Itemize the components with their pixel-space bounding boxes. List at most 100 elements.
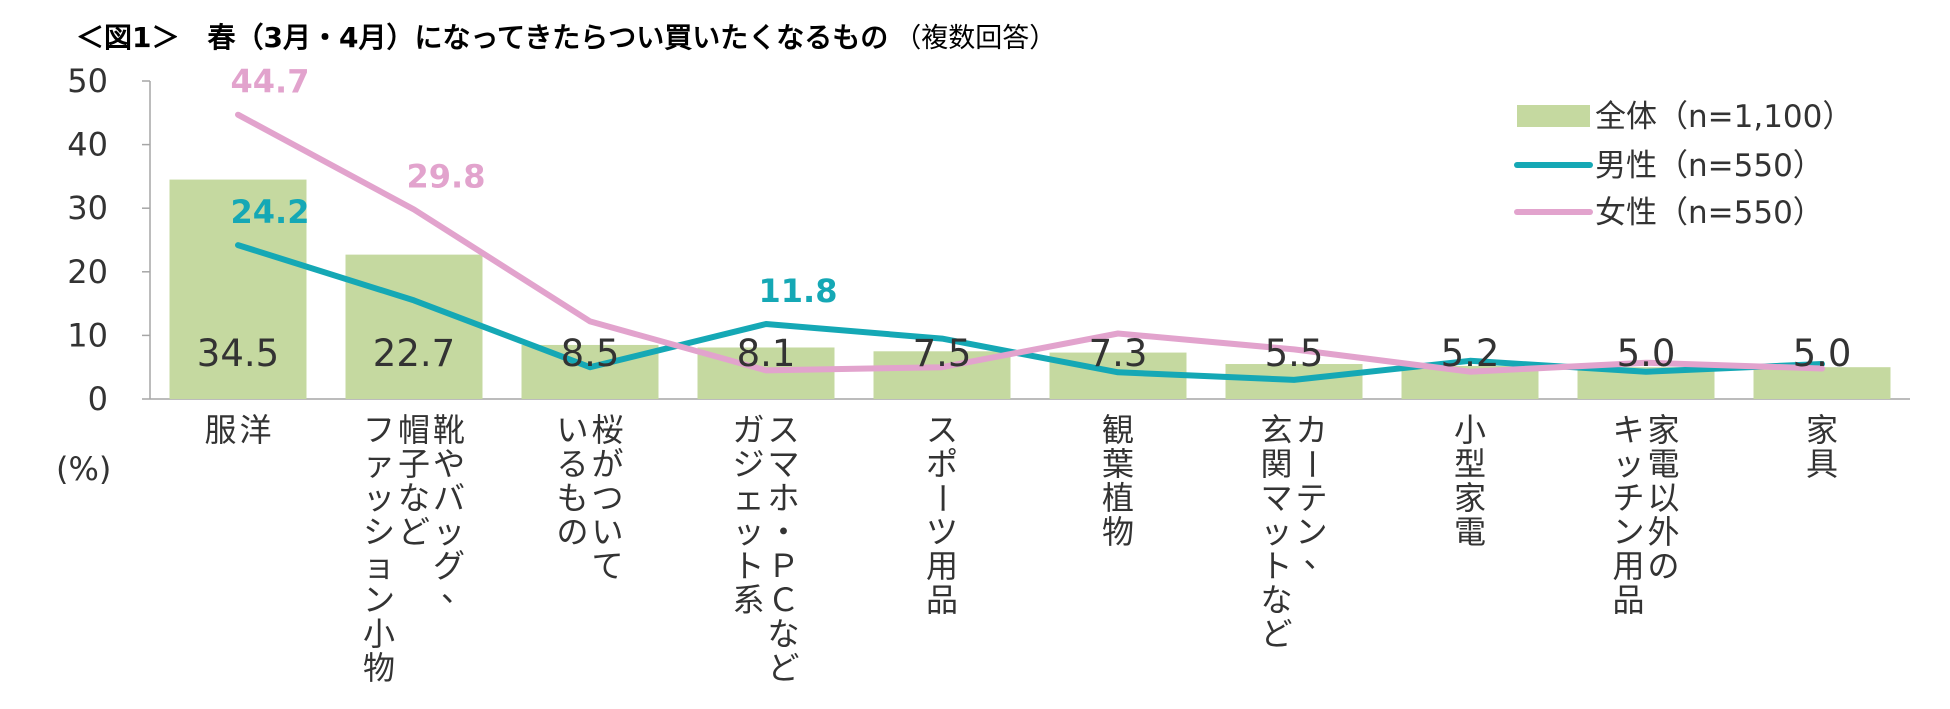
- bar-value-label: 7.3: [1089, 332, 1148, 375]
- category-char: る: [556, 445, 588, 483]
- category-char: マ: [1260, 479, 1292, 517]
- category-char: 電: [1647, 445, 1679, 483]
- category-char: チ: [1612, 479, 1644, 517]
- category-char: 観: [1102, 411, 1134, 449]
- y-tick-label: 40: [67, 126, 108, 164]
- y-tick-label: 20: [67, 253, 108, 291]
- bar: [169, 179, 307, 399]
- category-char: ョ: [363, 547, 395, 585]
- category-char: 関: [1260, 445, 1292, 483]
- category-char: 具: [1806, 445, 1838, 483]
- bar-value-label: 8.1: [737, 332, 796, 375]
- category-char: 家: [1806, 411, 1838, 449]
- category-char: ツ: [926, 513, 958, 551]
- category-char: 家: [1454, 479, 1486, 517]
- bar: [1753, 367, 1891, 399]
- y-axis-label: (%): [56, 450, 111, 488]
- bar-value-label: 8.5: [561, 332, 620, 375]
- category-char: や: [433, 445, 465, 483]
- category-char: ッ: [433, 513, 465, 551]
- category-char: Ｐ: [767, 547, 799, 585]
- category-char: の: [556, 513, 588, 551]
- category-char: な: [767, 615, 799, 653]
- category-label: 洋服: [204, 411, 271, 449]
- category-char: マ: [767, 445, 799, 483]
- category-char: ァ: [363, 445, 395, 483]
- bar: [345, 254, 483, 399]
- bar-value-label: 5.2: [1441, 332, 1500, 375]
- data-labels: 34.5 22.7 8.5 8.1 7.5 7.3 5.5 5.2 5.0 5.0 24.2 11.8…: [197, 63, 1852, 375]
- category-char: い: [591, 513, 623, 551]
- category-char: 以: [1647, 479, 1679, 517]
- category-char: ッ: [1260, 513, 1292, 551]
- category-char: の: [1647, 547, 1679, 585]
- category-char: も: [556, 479, 588, 517]
- bar-value-label: 5.0: [1793, 332, 1852, 375]
- category-char: て: [591, 547, 623, 585]
- category-char: カ: [1295, 411, 1327, 449]
- series-line: [235, 111, 1825, 375]
- bar-value-label: 7.5: [913, 332, 972, 375]
- category-char: ッ: [363, 479, 395, 517]
- bar-value-label: 5.0: [1617, 332, 1676, 375]
- category-char: 系: [732, 581, 764, 619]
- category-char: 桜: [591, 411, 623, 449]
- bar-value-label: 5.5: [1265, 332, 1324, 375]
- category-char: ン: [363, 581, 395, 619]
- category-char: ン: [1295, 513, 1327, 551]
- category-char: ー: [923, 482, 961, 514]
- chart-title: ＜図1＞ 春（3月・4月）になってきたらつい買いたくなるもの （複数回答）: [76, 21, 1056, 54]
- category-char: ス: [767, 411, 799, 449]
- legend-label: 全体（n=1,100）: [1595, 99, 1853, 135]
- category-char: 洋: [239, 411, 271, 449]
- category-char: ・: [767, 513, 799, 551]
- category-char: 電: [1454, 513, 1486, 551]
- category-labels: 洋服 靴やバッグ、帽子などファッション小物桜がついているものスマホ・ＰＣなどガジェ…: [204, 411, 1838, 687]
- category-char: グ: [433, 547, 465, 585]
- category-char: 品: [926, 581, 958, 619]
- category-char: 用: [1612, 547, 1644, 585]
- category-char: ッ: [1612, 445, 1644, 483]
- category-char: ト: [1260, 547, 1292, 585]
- legend-swatch: [1517, 105, 1590, 127]
- legend-label: 男性（n=550）: [1595, 148, 1824, 184]
- legend-label: 女性（n=550）: [1595, 195, 1824, 231]
- category-char: が: [591, 445, 623, 483]
- category-char: 外: [1647, 513, 1679, 551]
- category-char: 品: [1612, 581, 1644, 619]
- category-char: 物: [363, 649, 395, 687]
- category-char: ど: [1260, 615, 1292, 653]
- bar-value-label: 22.7: [373, 332, 455, 375]
- category-char: ー: [1293, 448, 1331, 480]
- category-char: ト: [732, 547, 764, 585]
- line-value-label: 44.7: [231, 63, 310, 101]
- category-char: 物: [1102, 513, 1134, 551]
- category-char: ポ: [926, 445, 958, 483]
- category-char: 、: [1303, 537, 1335, 575]
- category-char: 靴: [433, 411, 465, 449]
- y-tick-label: 0: [88, 380, 108, 418]
- y-tick-label: 10: [67, 316, 108, 354]
- category-char: 小: [363, 615, 395, 653]
- category-char: ど: [767, 649, 799, 687]
- line-value-label: 11.8: [759, 272, 838, 310]
- category-char: ェ: [732, 479, 764, 517]
- category-char: 子: [398, 445, 430, 483]
- category-char: ど: [398, 513, 430, 551]
- category-char: テ: [1295, 479, 1327, 517]
- line-value-label: 29.8: [407, 157, 486, 195]
- category-char: ガ: [732, 411, 764, 449]
- category-char: い: [556, 411, 588, 449]
- category-char: 家: [1647, 411, 1679, 449]
- category-char: な: [1260, 581, 1292, 619]
- category-char: 小: [1454, 411, 1486, 449]
- category-char: ホ: [767, 479, 799, 517]
- category-char: 型: [1454, 445, 1486, 483]
- category-char: キ: [1612, 411, 1644, 449]
